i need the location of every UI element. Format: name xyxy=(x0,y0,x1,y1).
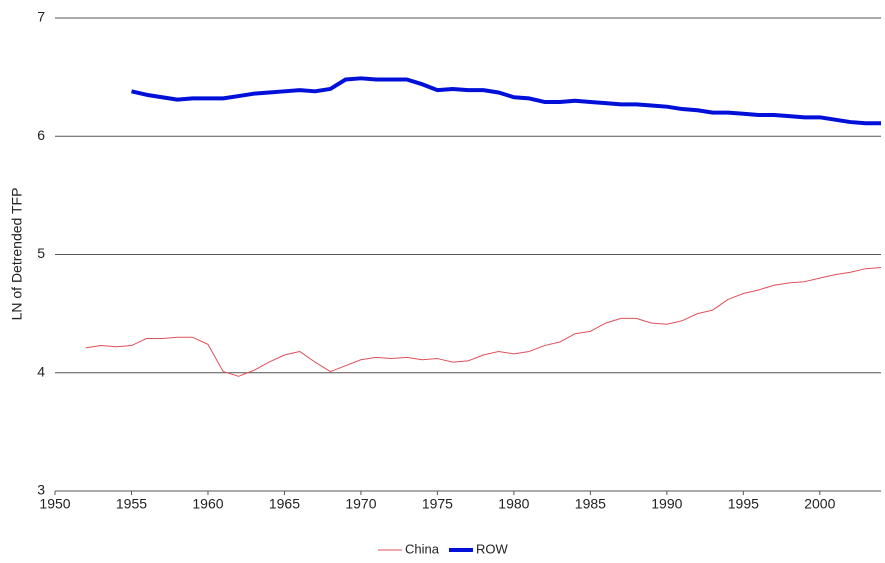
x-tick-label: 1955 xyxy=(116,496,147,512)
x-tick-label: 1995 xyxy=(728,496,759,512)
series-line xyxy=(131,76,881,126)
legend-label: ROW xyxy=(476,541,509,556)
series-line xyxy=(85,267,882,377)
x-tick-label: 2000 xyxy=(804,496,835,512)
x-tick-label: 1990 xyxy=(651,496,682,512)
x-tick-label: 1975 xyxy=(422,496,453,512)
x-tick-label: 1980 xyxy=(498,496,529,512)
y-tick-label: 7 xyxy=(37,9,45,25)
legend-label: China xyxy=(405,541,440,556)
x-tick-label: 1970 xyxy=(345,496,376,512)
y-axis-label: LN of Detrended TFP xyxy=(9,188,25,321)
x-tick-label: 1960 xyxy=(192,496,223,512)
y-tick-label: 3 xyxy=(37,482,45,498)
y-tick-label: 6 xyxy=(37,127,45,143)
y-tick-label: 5 xyxy=(37,245,45,261)
x-tick-label: 1985 xyxy=(575,496,606,512)
x-tick-label: 1965 xyxy=(269,496,300,512)
x-tick-label: 1950 xyxy=(39,496,70,512)
y-tick-label: 4 xyxy=(37,363,45,379)
